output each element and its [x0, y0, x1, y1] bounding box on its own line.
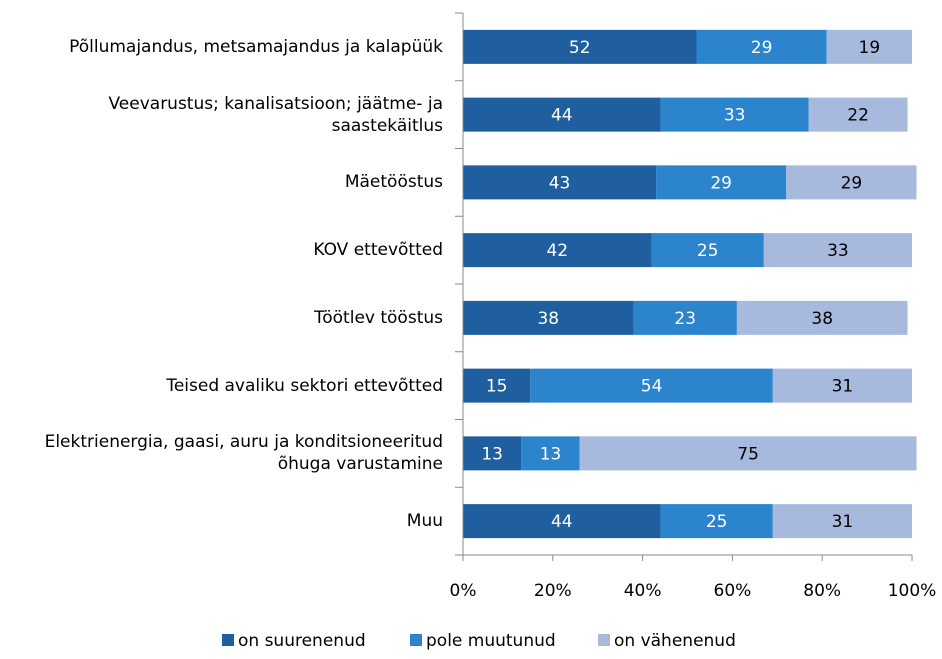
value-label: 22 — [847, 106, 869, 126]
bar-segment — [651, 233, 764, 268]
value-label: 31 — [832, 512, 854, 532]
legend-label: on suurenenud — [238, 631, 366, 651]
x-tick-label: 0% — [450, 581, 477, 601]
value-label: 75 — [737, 444, 759, 464]
category-label: Mäetööstus — [344, 172, 443, 193]
x-tick-label: 40% — [624, 581, 662, 601]
bar-segment — [763, 233, 912, 268]
bar-segment — [530, 368, 773, 403]
value-label: 33 — [827, 241, 849, 261]
value-label: 44 — [551, 512, 573, 532]
value-label: 29 — [751, 38, 773, 58]
value-label: 38 — [811, 309, 833, 329]
x-tick-label: 20% — [534, 581, 572, 601]
value-label: 15 — [486, 377, 508, 397]
value-label: 13 — [540, 444, 562, 464]
bar-segment — [463, 233, 652, 268]
bar-segment — [808, 97, 908, 132]
legend-swatch — [222, 634, 234, 646]
bar-segment — [656, 165, 787, 200]
value-label: 43 — [549, 173, 571, 193]
bar-segment — [696, 29, 827, 64]
category-label: Muu — [406, 511, 443, 532]
bar-segment — [772, 368, 912, 403]
bar-segment — [463, 504, 661, 539]
value-label: 54 — [641, 377, 663, 397]
bar-segment — [463, 29, 697, 64]
value-label: 25 — [697, 241, 719, 261]
bar-segment — [463, 300, 634, 335]
bar-segment — [786, 165, 917, 200]
legend-swatch — [598, 634, 610, 646]
category-label: KOV ettevõtted — [313, 240, 443, 261]
bar-segment — [660, 97, 809, 132]
category-label: Töötlev tööstus — [314, 307, 443, 328]
category-label: Veevarustus; kanalisatsioon; jäätme- ja … — [108, 93, 443, 136]
value-label: 44 — [551, 106, 573, 126]
bar-segment — [736, 300, 908, 335]
bar-segment — [521, 436, 580, 471]
bar-segment — [463, 436, 522, 471]
x-tick-label: 100% — [888, 581, 937, 601]
x-tick-label: 60% — [714, 581, 752, 601]
legend-label: on vähenenud — [614, 631, 736, 651]
value-label: 52 — [569, 38, 591, 58]
value-label: 19 — [859, 38, 881, 58]
bar-segment — [463, 97, 661, 132]
x-tick-label: 80% — [803, 581, 841, 601]
value-label: 23 — [674, 309, 696, 329]
value-label: 42 — [546, 241, 568, 261]
value-label: 38 — [537, 309, 559, 329]
value-label: 29 — [710, 173, 732, 193]
bar-segment — [579, 436, 917, 471]
legend-swatch — [410, 634, 422, 646]
category-label: Põllumajandus, metsamajandus ja kalapüük — [69, 36, 443, 57]
category-label: Elektrienergia, gaasi, auru ja konditsio… — [44, 432, 443, 475]
bar-segment — [660, 504, 773, 539]
value-label: 25 — [706, 512, 728, 532]
bar-segment — [772, 504, 912, 539]
value-label: 29 — [841, 173, 863, 193]
category-label: Teised avaliku sektori ettevõtted — [166, 375, 443, 396]
value-label: 33 — [724, 106, 746, 126]
bar-segment — [463, 165, 657, 200]
value-label: 31 — [832, 377, 854, 397]
legend-label: pole muutunud — [426, 631, 556, 651]
bar-segment — [463, 368, 531, 403]
value-label: 13 — [481, 444, 503, 464]
bar-segment — [826, 29, 912, 64]
bar-segment — [633, 300, 737, 335]
